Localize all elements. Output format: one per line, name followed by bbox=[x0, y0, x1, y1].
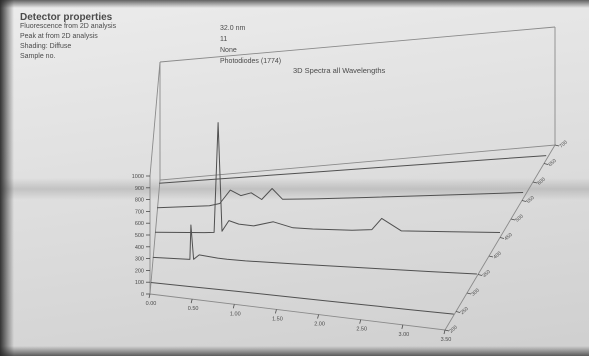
series-line bbox=[154, 122, 501, 234]
scan-edge-left bbox=[0, 0, 14, 356]
series-group bbox=[150, 122, 547, 315]
x-axis: 0.00 0.50 1.00 1.50 2.00 2.50 3.00 3.50 bbox=[146, 293, 452, 343]
header-row: Fluorescence from 2D analysis 32.0 nm bbox=[20, 23, 320, 33]
header-value: None bbox=[220, 47, 237, 54]
header-label: Shading: Diffuse bbox=[20, 43, 72, 50]
header-row: Peak at from 2D analysis 11 bbox=[20, 33, 320, 43]
report-title: Detector properties bbox=[20, 12, 113, 23]
z-tick-mark bbox=[455, 311, 461, 313]
x-tick-label: 2.50 bbox=[356, 327, 367, 333]
x-tick-mark bbox=[148, 293, 151, 299]
z-tick-mark bbox=[521, 200, 527, 202]
y-tick-label: 700 bbox=[135, 209, 144, 215]
header-row: Sample no. Photodiodes (1774) bbox=[20, 53, 320, 65]
z-tick-label: 450 bbox=[503, 232, 513, 242]
y-tick-label: 300 bbox=[135, 257, 144, 263]
x-tick-label: 1.00 bbox=[230, 311, 241, 317]
z-tick-mark bbox=[510, 218, 516, 221]
header-label: Fluorescence from 2D analysis bbox=[20, 23, 117, 30]
x-tick-mark bbox=[359, 319, 362, 324]
paper-shadow-band bbox=[0, 178, 589, 200]
chart-title: 3D Spectra all Wavelengths bbox=[293, 66, 386, 75]
scan-edge-bottom bbox=[0, 346, 589, 356]
x-tick-mark bbox=[401, 324, 404, 329]
z-tick-label: 300 bbox=[470, 287, 480, 297]
y-tick-label: 400 bbox=[135, 245, 144, 251]
y-tick-label: 600 bbox=[135, 221, 144, 227]
back-top-edge bbox=[159, 26, 556, 63]
x-tick-mark bbox=[275, 309, 277, 314]
z-tick-mark bbox=[499, 237, 505, 239]
z-tick-mark bbox=[466, 292, 472, 295]
z-tick-mark bbox=[477, 274, 483, 276]
z-tick-label: 550 bbox=[525, 195, 535, 205]
x-tick-label: 1.50 bbox=[272, 316, 283, 322]
z-tick-mark bbox=[543, 163, 549, 165]
series-line bbox=[159, 155, 547, 184]
series-line bbox=[157, 188, 524, 209]
y-tick-label: 800 bbox=[135, 198, 144, 204]
y-axis: 0 100 200 300 400 500 600 700 800 900 1000 bbox=[132, 174, 150, 298]
x-tick-label: 3.50 bbox=[441, 337, 452, 343]
z-tick-label: 600 bbox=[536, 176, 546, 186]
y-tick-label: 1000 bbox=[132, 174, 144, 180]
x-tick-label: 2.00 bbox=[314, 322, 325, 328]
y-tick-label: 200 bbox=[135, 268, 144, 274]
header-row: Shading: Diffuse None bbox=[20, 43, 320, 54]
header-value: Photodiodes (1774) bbox=[220, 58, 282, 65]
z-tick-mark bbox=[444, 329, 450, 332]
top-left-edge bbox=[149, 61, 161, 177]
x-tick-label: 0.50 bbox=[188, 306, 199, 312]
header-value: 11 bbox=[220, 36, 228, 43]
floor-outline bbox=[149, 144, 556, 331]
scan-edge-top bbox=[0, 0, 589, 8]
z-tick-label: 200 bbox=[448, 324, 458, 334]
z-tick-label: 650 bbox=[547, 158, 557, 168]
x-tick-mark bbox=[232, 304, 235, 309]
z-tick-mark bbox=[532, 181, 538, 184]
x-tick-label: 0.00 bbox=[146, 301, 157, 307]
series-line bbox=[150, 282, 454, 315]
z-tick-label: 350 bbox=[481, 269, 491, 279]
x-tick-mark bbox=[190, 299, 193, 304]
z-tick-label: 500 bbox=[514, 213, 524, 223]
z-tick-label: 700 bbox=[558, 139, 568, 149]
y-tick-label: 500 bbox=[135, 233, 144, 239]
z-tick-mark bbox=[488, 255, 494, 258]
y-tick-label: 100 bbox=[135, 280, 144, 286]
x-tick-mark bbox=[443, 329, 446, 335]
header-label: Sample no. bbox=[20, 53, 56, 60]
x-tick-mark bbox=[317, 314, 319, 319]
report-header: Detector properties Fluorescence from 2D… bbox=[20, 12, 320, 65]
y-tick-label: 900 bbox=[135, 186, 144, 192]
z-tick-label: 250 bbox=[459, 306, 469, 316]
chart-frame bbox=[149, 26, 556, 331]
z-tick-label: 400 bbox=[492, 250, 502, 260]
z-tick-mark bbox=[554, 144, 560, 147]
y-tick-label: 0 bbox=[141, 292, 144, 298]
header-value: 32.0 nm bbox=[220, 25, 246, 32]
header-label: Peak at from 2D analysis bbox=[20, 33, 98, 40]
x-tick-label: 3.00 bbox=[398, 332, 409, 338]
series-line bbox=[152, 224, 477, 275]
